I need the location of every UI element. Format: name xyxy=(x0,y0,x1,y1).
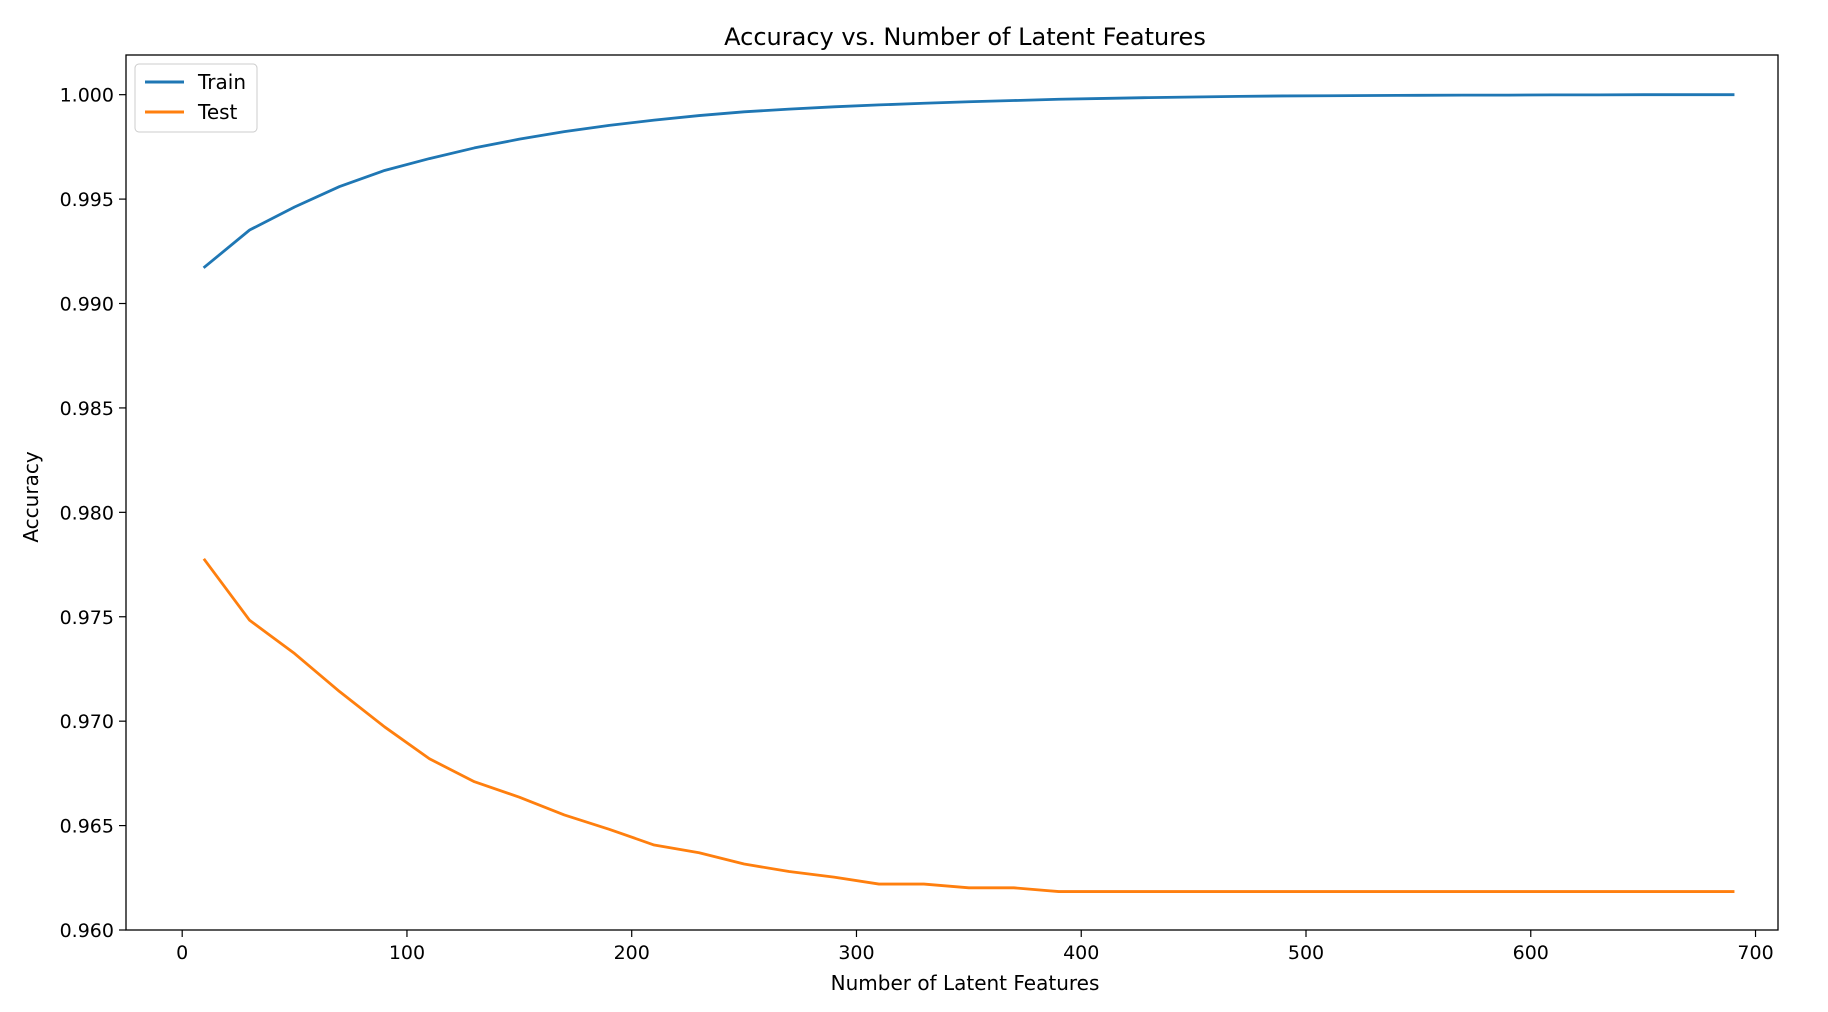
axes-frame xyxy=(125,54,1779,931)
legend-label-train: Train xyxy=(197,70,246,94)
y-axis-label: Accuracy xyxy=(19,451,43,542)
x-tick-label: 0 xyxy=(176,942,188,964)
series-line-train xyxy=(202,93,1735,269)
y-tick-label: 0.975 xyxy=(60,607,114,629)
y-tick-label: 0.970 xyxy=(60,711,114,733)
legend: Train Test xyxy=(134,63,258,133)
legend-label-test: Test xyxy=(197,100,238,124)
x-tick-label: 200 xyxy=(614,942,650,964)
y-tick-label: 1.000 xyxy=(60,85,114,107)
x-axis-label: Number of Latent Features xyxy=(831,971,1100,995)
y-tick-label: 0.980 xyxy=(60,502,114,524)
x-tick-label: 100 xyxy=(389,942,425,964)
x-tick-label: 600 xyxy=(1513,942,1549,964)
x-axis-ticks: 0 100 200 300 400 500 600 700 xyxy=(176,930,1774,964)
x-tick-label: 700 xyxy=(1737,942,1773,964)
y-tick-label: 0.990 xyxy=(60,294,114,316)
y-tick-label: 0.995 xyxy=(60,189,114,211)
x-tick-label: 300 xyxy=(838,942,874,964)
series-line-test xyxy=(202,557,1735,893)
y-axis-ticks: 0.960 0.965 0.970 0.975 0.980 0.985 0.990 0.995… xyxy=(60,85,126,942)
y-tick-label: 0.960 xyxy=(60,920,114,942)
chart-title: Accuracy vs. Number of Latent Features xyxy=(724,23,1206,51)
x-tick-label: 400 xyxy=(1063,942,1099,964)
x-tick-label: 500 xyxy=(1288,942,1324,964)
series-lines xyxy=(202,93,1735,893)
y-tick-label: 0.985 xyxy=(60,398,114,420)
y-tick-label: 0.965 xyxy=(60,816,114,838)
